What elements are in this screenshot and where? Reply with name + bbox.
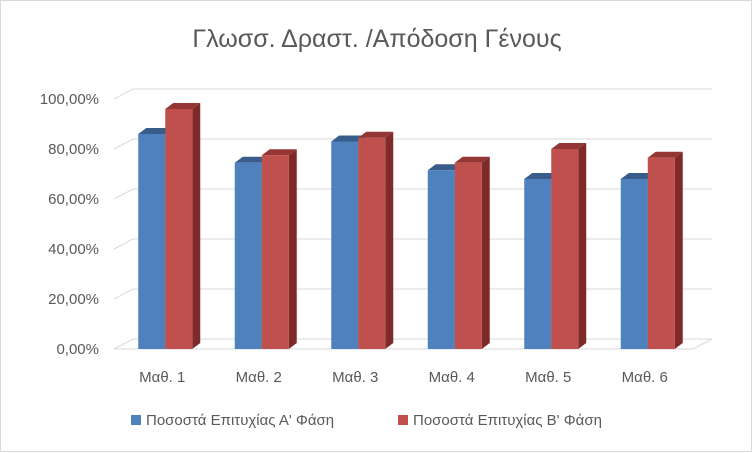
bar-top-face <box>165 103 201 109</box>
bar-front-face <box>138 134 166 349</box>
y-tick-label: 80,00% <box>48 141 99 158</box>
bar-side-face <box>385 131 394 349</box>
chart-title: Γλωσσ. Δραστ. /Απόδοση Γένους <box>192 25 561 53</box>
legend-swatch <box>398 415 408 425</box>
legend-swatch <box>131 415 141 425</box>
y-tick-label: 0,00% <box>56 341 99 358</box>
bar-front-face <box>427 170 455 349</box>
bar-side-face <box>674 151 683 349</box>
legend-item-2: Ποσοστά Επιτυχίας Β' Φάση <box>398 412 602 429</box>
bar-front-face <box>165 109 193 349</box>
x-axis-category-labels: Μαθ. 1 Μαθ. 2 Μαθ. 3 Μαθ. 4 Μαθ. 5 Μαθ. 6 <box>139 369 668 386</box>
y-tick-label: 40,00% <box>48 241 99 258</box>
bar-top-face <box>358 131 394 138</box>
bar-side-face <box>288 149 297 349</box>
bar-top-face <box>551 143 587 149</box>
y-tick-label: 20,00% <box>48 291 99 308</box>
gridline-diagonal <box>113 138 134 150</box>
x-category-label: Μαθ. 3 <box>332 369 378 386</box>
gridline-diagonal <box>113 88 134 100</box>
legend-label: Ποσοστά Επιτυχίας Β' Φάση <box>413 412 602 429</box>
gridline-diagonal <box>113 288 134 300</box>
bar-top-face <box>620 173 656 179</box>
x-category-label: Μαθ. 2 <box>236 369 282 386</box>
floor-right-edge <box>692 338 713 350</box>
bar-top-face <box>454 156 490 163</box>
bar-front-face <box>261 155 289 349</box>
bar-2-6 <box>647 151 683 349</box>
x-category-label: Μαθ. 6 <box>622 369 668 386</box>
bar-front-face <box>647 157 675 349</box>
gridline-diagonal <box>113 238 134 250</box>
bar-front-face <box>620 179 648 349</box>
bar-top-face <box>138 128 174 134</box>
bar-top-face <box>234 156 270 163</box>
x-category-label: Μαθ. 4 <box>429 369 475 386</box>
bar-front-face <box>358 137 386 349</box>
bars <box>138 103 683 349</box>
bar-top-face <box>524 173 560 179</box>
bar-top-face <box>427 164 463 171</box>
gridline-diagonal <box>113 188 134 200</box>
bar-front-face <box>331 141 359 349</box>
bar-front-face <box>551 149 579 349</box>
y-tick-label: 60,00% <box>48 191 99 208</box>
legend: Ποσοστά Επιτυχίας Α' Φάση Ποσοστά Επιτυχί… <box>131 412 602 429</box>
gridline-diagonal <box>113 338 134 350</box>
bar-2-2 <box>261 149 297 349</box>
y-tick-label: 100,00% <box>40 91 99 108</box>
bar-front-face <box>454 162 482 349</box>
bar-side-face <box>481 156 490 349</box>
bar-front-face <box>524 179 552 349</box>
bar-side-face <box>192 103 201 349</box>
bar-side-face <box>578 143 587 349</box>
bar-2-1 <box>165 103 201 349</box>
x-category-label: Μαθ. 1 <box>139 369 185 386</box>
bar-2-3 <box>358 131 394 349</box>
y-axis-tick-labels: 0,00% 20,00% 40,00% 60,00% 80,00% 100,00% <box>40 91 99 358</box>
bar-top-face <box>261 149 297 156</box>
bar-2-4 <box>454 156 490 349</box>
bar-2-5 <box>551 143 587 349</box>
bar-front-face <box>234 162 262 349</box>
bar-top-face <box>647 151 683 158</box>
bar-top-face <box>331 135 367 142</box>
legend-label: Ποσοστά Επιτυχίας Α' Φάση <box>146 412 334 429</box>
legend-item-1: Ποσοστά Επιτυχίας Α' Φάση <box>131 412 334 429</box>
x-category-label: Μαθ. 5 <box>525 369 571 386</box>
gridlines <box>113 88 713 350</box>
